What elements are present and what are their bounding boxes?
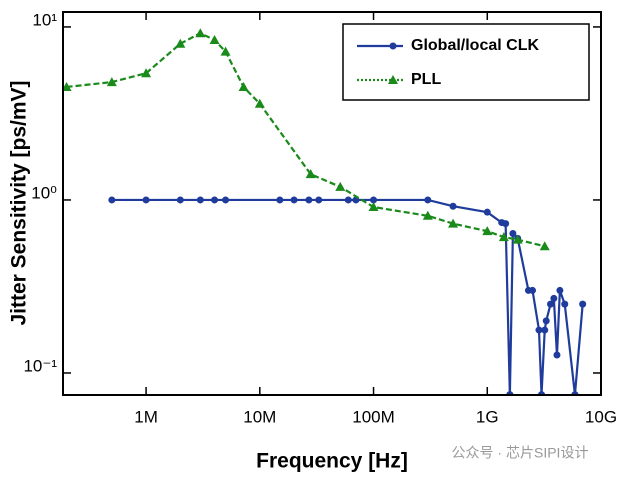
marker — [254, 98, 265, 108]
marker — [550, 294, 558, 302]
marker — [141, 68, 152, 78]
legend-box — [342, 23, 590, 101]
marker — [561, 300, 569, 308]
marker — [211, 196, 219, 204]
y-tick-label: 10⁻¹ — [23, 356, 57, 375]
marker — [542, 317, 550, 325]
legend-marker — [389, 42, 397, 50]
marker — [344, 196, 352, 204]
marker — [175, 38, 186, 48]
marker — [106, 77, 117, 87]
marker — [509, 229, 517, 237]
marker — [108, 196, 116, 204]
marker — [142, 196, 150, 204]
legend-label: Global/local CLK — [411, 37, 539, 54]
marker — [424, 196, 432, 204]
marker — [529, 286, 537, 294]
marker — [195, 28, 206, 38]
marker — [579, 300, 587, 308]
marker — [422, 210, 433, 220]
watermark: 公众号 · 芯片SIPI设计 — [452, 445, 589, 461]
marker — [222, 196, 230, 204]
legend-marker — [388, 75, 398, 84]
marker — [448, 218, 459, 228]
x-tick-label: 1M — [134, 407, 158, 426]
marker — [541, 326, 549, 334]
y-axis-label: Jitter Sensitivity [ps/mV] — [8, 80, 31, 325]
marker — [553, 351, 561, 359]
marker — [483, 208, 491, 216]
marker — [63, 81, 72, 91]
marker — [556, 286, 564, 294]
marker — [220, 46, 231, 56]
marker — [449, 202, 457, 210]
x-tick-label: 100M — [352, 407, 395, 426]
marker — [305, 196, 313, 204]
x-axis-label: Frequency [Hz] — [256, 450, 408, 473]
marker — [305, 169, 316, 179]
x-tick-label: 1G — [476, 407, 499, 426]
plot-frame — [62, 11, 602, 396]
y-tick-label: 10¹ — [32, 10, 57, 29]
marker — [498, 232, 509, 242]
plot-area — [63, 28, 587, 395]
marker — [176, 196, 184, 204]
y-tick-label: 10⁰ — [31, 183, 57, 202]
marker — [315, 196, 323, 204]
marker — [335, 181, 346, 191]
series-line — [111, 198, 584, 395]
marker — [370, 196, 378, 204]
marker — [196, 196, 204, 204]
marker — [290, 196, 298, 204]
marker — [482, 226, 493, 236]
marker — [535, 326, 543, 334]
legend-label: PLL — [411, 71, 441, 88]
marker — [502, 220, 510, 228]
marker — [238, 81, 249, 91]
marker — [539, 241, 550, 251]
series-line — [66, 31, 545, 248]
x-tick-label: 10G — [585, 407, 617, 426]
marker — [209, 35, 220, 45]
marker — [547, 300, 555, 308]
x-tick-label: 10M — [243, 407, 276, 426]
marker — [368, 202, 379, 212]
marker — [512, 234, 523, 244]
marker — [276, 196, 284, 204]
